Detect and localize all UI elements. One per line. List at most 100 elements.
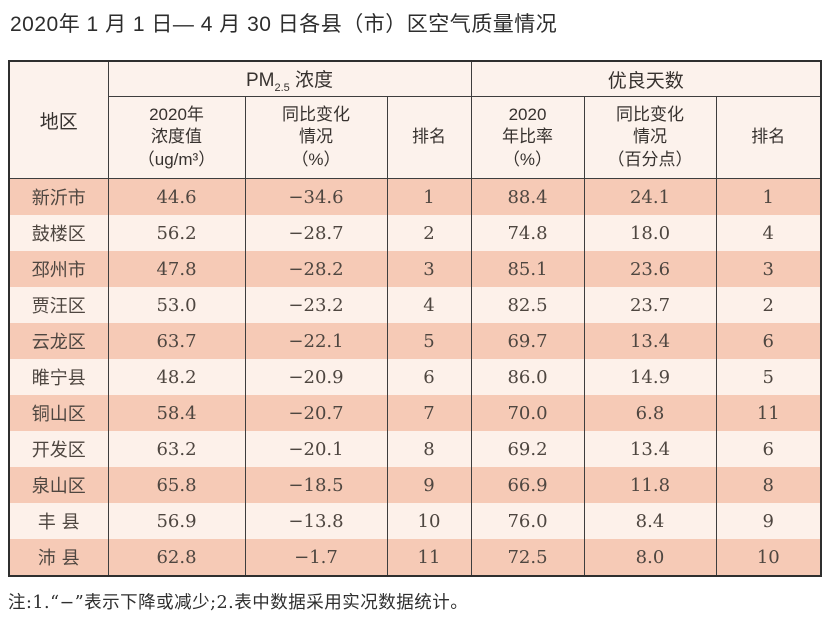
- column-header-region: 地区: [8, 61, 109, 179]
- good-change-cell: 18.0: [583, 215, 717, 251]
- good-rank-cell: 8: [715, 467, 822, 503]
- table-row: 贾汪区 53.0 −23.2 4 82.5 23.7 2: [8, 287, 822, 323]
- region-cell: 贾汪区: [8, 287, 109, 323]
- pm-value-cell: 56.9: [107, 503, 246, 539]
- good-ratio-cell: 70.0: [470, 395, 585, 431]
- good-rank-cell: 1: [715, 178, 822, 215]
- pm-rank-cell: 1: [386, 178, 472, 215]
- table-row: 邳州市 47.8 −28.2 3 85.1 23.6 3: [8, 251, 822, 287]
- pm-change-cell: −20.7: [244, 395, 388, 431]
- good-rank-cell: 4: [715, 215, 822, 251]
- good-ratio-cell: 69.2: [470, 431, 585, 467]
- pm-value-cell: 44.6: [107, 178, 246, 215]
- table-row: 云龙区 63.7 −22.1 5 69.7 13.4 6: [8, 323, 822, 359]
- good-change-cell: 8.0: [583, 539, 717, 576]
- good-change-cell: 13.4: [583, 323, 717, 359]
- region-cell: 新沂市: [8, 178, 109, 215]
- good-ratio-cell: 76.0: [470, 503, 585, 539]
- pm-rank-cell: 8: [386, 431, 472, 467]
- good-change-cell: 23.6: [583, 251, 717, 287]
- pm-rank-cell: 4: [386, 287, 472, 323]
- column-header-pm-value: 2020年 浓度值 （ug/m³）: [107, 96, 246, 179]
- pm-value-cell: 56.2: [107, 215, 246, 251]
- pm-rank-cell: 6: [386, 359, 472, 395]
- region-cell: 鼓楼区: [8, 215, 109, 251]
- pm-change-cell: −20.1: [244, 431, 388, 467]
- pm-change-cell: −20.9: [244, 359, 388, 395]
- pm-rank-cell: 3: [386, 251, 472, 287]
- table-row: 铜山区 58.4 −20.7 7 70.0 6.8 11: [8, 395, 822, 431]
- table-row: 沛 县 62.8 −1.7 11 72.5 8.0 10: [8, 539, 822, 576]
- air-quality-table: 地区 PM2.5 浓度 优良天数 2020年 浓度值 （ug/m³） 同比变化 …: [8, 60, 823, 577]
- column-group-good-days: 优良天数: [470, 61, 822, 97]
- table-row: 丰 县 56.9 −13.8 10 76.0 8.4 9: [8, 503, 822, 539]
- pm-rank-cell: 5: [386, 323, 472, 359]
- region-cell: 开发区: [8, 431, 109, 467]
- good-rank-cell: 5: [715, 359, 822, 395]
- column-header-good-change: 同比变化 情况 （百分点）: [583, 96, 717, 179]
- pm-value-cell: 47.8: [107, 251, 246, 287]
- pm25-subscript: 2.5: [274, 81, 290, 94]
- column-header-good-ratio: 2020 年比率 （%）: [470, 96, 585, 179]
- good-change-cell: 8.4: [583, 503, 717, 539]
- good-rank-cell: 6: [715, 323, 822, 359]
- pm25-label-prefix: PM: [245, 69, 275, 91]
- pm-value-cell: 48.2: [107, 359, 246, 395]
- pm-change-cell: −28.7: [244, 215, 388, 251]
- good-ratio-cell: 66.9: [470, 467, 585, 503]
- pm-rank-cell: 10: [386, 503, 472, 539]
- pm-rank-cell: 2: [386, 215, 472, 251]
- good-change-cell: 23.7: [583, 287, 717, 323]
- pm-value-cell: 53.0: [107, 287, 246, 323]
- pm-change-cell: −13.8: [244, 503, 388, 539]
- page-title: 2020年 1 月 1 日— 4 月 30 日各县（市）区空气质量情况: [10, 13, 558, 36]
- region-cell: 泉山区: [8, 467, 109, 503]
- good-rank-cell: 2: [715, 287, 822, 323]
- good-rank-cell: 11: [715, 395, 822, 431]
- good-change-cell: 24.1: [583, 178, 717, 215]
- pm-value-cell: 62.8: [107, 539, 246, 576]
- pm-change-cell: −18.5: [244, 467, 388, 503]
- good-ratio-cell: 86.0: [470, 359, 585, 395]
- header-sub-row: 2020年 浓度值 （ug/m³） 同比变化 情况 （%） 排名 2020 年比…: [9, 96, 822, 179]
- pm-rank-cell: 11: [386, 539, 472, 576]
- column-header-pm-change: 同比变化 情况 （%）: [244, 96, 388, 179]
- region-cell: 沛 县: [8, 539, 109, 576]
- table-body: 新沂市 44.6 −34.6 1 88.4 24.1 1 鼓楼区 56.2 −2…: [8, 178, 822, 576]
- good-change-cell: 6.8: [583, 395, 717, 431]
- good-ratio-cell: 88.4: [470, 178, 585, 215]
- pm-change-cell: −28.2: [244, 251, 388, 287]
- region-cell: 云龙区: [8, 323, 109, 359]
- pm-value-cell: 63.7: [107, 323, 246, 359]
- table-row: 开发区 63.2 −20.1 8 69.2 13.4 6: [8, 431, 822, 467]
- good-change-cell: 13.4: [583, 431, 717, 467]
- pm-rank-cell: 7: [386, 395, 472, 431]
- pm-change-cell: −23.2: [244, 287, 388, 323]
- pm-value-cell: 63.2: [107, 431, 246, 467]
- good-rank-cell: 6: [715, 431, 822, 467]
- region-cell: 丰 县: [8, 503, 109, 539]
- table-row: 鼓楼区 56.2 −28.7 2 74.8 18.0 4: [8, 215, 822, 251]
- table-header: 地区 PM2.5 浓度 优良天数 2020年 浓度值 （ug/m³） 同比变化 …: [8, 61, 822, 179]
- table-footnote: 注:1.“−”表示下降或减少;2.表中数据采用实况数据统计。: [8, 593, 469, 613]
- region-cell: 铜山区: [8, 395, 109, 431]
- good-ratio-cell: 82.5: [470, 287, 585, 323]
- good-change-cell: 11.8: [583, 467, 717, 503]
- header-group-row: 地区 PM2.5 浓度 优良天数: [8, 61, 822, 179]
- table-row: 睢宁县 48.2 −20.9 6 86.0 14.9 5: [8, 359, 822, 395]
- good-change-cell: 14.9: [583, 359, 717, 395]
- pm-rank-cell: 9: [386, 467, 472, 503]
- good-ratio-cell: 85.1: [470, 251, 585, 287]
- good-ratio-cell: 72.5: [470, 539, 585, 576]
- good-rank-cell: 9: [715, 503, 822, 539]
- column-header-pm-rank: 排名: [386, 96, 472, 179]
- pm-value-cell: 65.8: [107, 467, 246, 503]
- good-rank-cell: 3: [715, 251, 822, 287]
- table-row: 新沂市 44.6 −34.6 1 88.4 24.1 1: [8, 178, 822, 215]
- pm-change-cell: −1.7: [244, 539, 388, 576]
- pm-change-cell: −34.6: [244, 178, 388, 215]
- good-ratio-cell: 69.7: [470, 323, 585, 359]
- pm25-label-suffix: 浓度: [289, 69, 334, 91]
- pm-change-cell: −22.1: [244, 323, 388, 359]
- region-cell: 睢宁县: [8, 359, 109, 395]
